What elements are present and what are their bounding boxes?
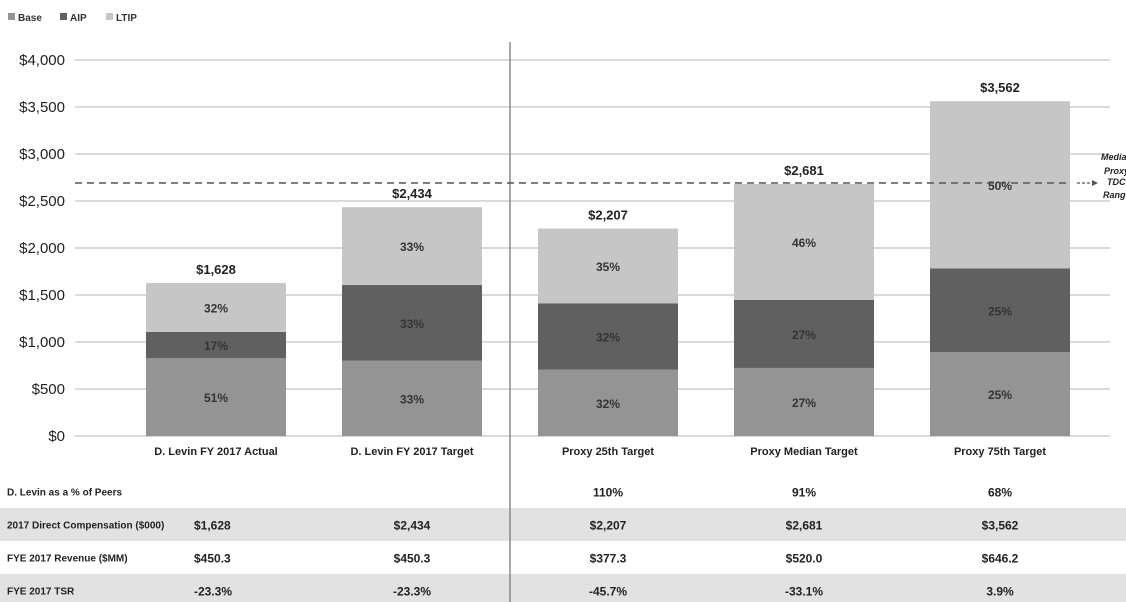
bar-total-label: $1,628 xyxy=(196,262,236,277)
table-cell: $646.2 xyxy=(982,552,1019,566)
category-label: D. Levin FY 2017 Actual xyxy=(154,446,278,458)
segment-label-ltip: 32% xyxy=(204,301,228,315)
bar-segment-ltip xyxy=(734,183,874,300)
table-row-label: FYE 2017 Revenue ($MM) xyxy=(7,554,128,565)
reference-line: Media ProxyTDC Rang xyxy=(75,152,1126,200)
segment-label-aip: 32% xyxy=(596,330,620,344)
y-tick-label: $2,500 xyxy=(19,193,65,210)
category-label: Proxy 25th Target xyxy=(562,446,654,458)
data-table: D. Levin as a % of Peers 110% 91% 68% 2017 D… xyxy=(7,486,1019,599)
bar-segment-base xyxy=(930,352,1070,436)
legend-label-base: Base xyxy=(18,13,42,24)
table-cell: 3.9% xyxy=(986,585,1014,599)
y-axis-ticks: $0 $500 $1,000 $1,500 $2,000 $2,500 $3,000 $3,5… xyxy=(19,52,65,445)
table-cell: 91% xyxy=(792,486,816,500)
segment-label-aip: 33% xyxy=(400,317,424,331)
table-cell: $3,562 xyxy=(982,519,1019,533)
segment-label-ltip: 35% xyxy=(596,260,620,274)
segment-label-base: 27% xyxy=(792,396,816,410)
table-cell: $2,681 xyxy=(786,519,823,533)
y-tick-label: $3,000 xyxy=(19,146,65,163)
table-cell: $450.3 xyxy=(394,552,431,566)
table-cell: -45.7% xyxy=(589,585,627,599)
reference-note-line: Proxy xyxy=(1104,166,1126,176)
bar-segment-aip xyxy=(538,303,678,370)
y-tick-label: $2,000 xyxy=(19,240,65,257)
category-label: Proxy Median Target xyxy=(750,446,858,458)
bar-segment-base xyxy=(734,367,874,436)
bars: 51% 17% 32% $1,628 33% 33% 33% $2,434 32% 32% 35% $… xyxy=(146,80,1070,436)
table-row-label: 2017 Direct Compensation ($000) xyxy=(7,521,164,532)
bar-segment-base xyxy=(342,360,482,436)
legend-label-ltip: LTIP xyxy=(116,13,137,24)
y-tick-label: $1,500 xyxy=(19,287,65,304)
segment-label-base: 32% xyxy=(596,397,620,411)
y-tick-label: $0 xyxy=(48,428,65,445)
legend-swatch-ltip xyxy=(106,13,113,20)
bar-segment-ltip xyxy=(146,282,286,332)
legend: Base AIP LTIP xyxy=(8,13,137,24)
table-cell: -23.3% xyxy=(393,585,431,599)
table-row-label: D. Levin as a % of Peers xyxy=(7,488,122,499)
table-row-shade xyxy=(0,508,1126,541)
legend-swatch-aip xyxy=(60,13,67,20)
table-cell: -23.3% xyxy=(194,585,232,599)
category-label: D. Levin FY 2017 Target xyxy=(350,446,473,458)
reference-arrow-head xyxy=(1092,179,1098,186)
reference-note-line: Rang xyxy=(1103,190,1126,200)
segment-label-base: 51% xyxy=(204,391,228,405)
bar-segment-ltip xyxy=(538,228,678,304)
segment-label-base: 33% xyxy=(400,392,424,406)
bar-segment-aip xyxy=(146,331,286,358)
y-tick-label: $500 xyxy=(32,381,65,398)
reference-note-line: TDC xyxy=(1107,177,1126,187)
segment-label-ltip: 50% xyxy=(988,179,1012,193)
table-cell: $450.3 xyxy=(194,552,231,566)
x-axis-categories: D. Levin FY 2017 Actual D. Levin FY 2017 … xyxy=(154,446,1046,458)
segment-label-aip: 17% xyxy=(204,339,228,353)
segment-label-ltip: 46% xyxy=(792,236,816,250)
segment-label-aip: 25% xyxy=(988,304,1012,318)
segment-label-base: 25% xyxy=(988,388,1012,402)
y-tick-label: $4,000 xyxy=(19,52,65,69)
segment-label-ltip: 33% xyxy=(400,240,424,254)
bar-total-label: $2,207 xyxy=(588,208,628,223)
y-tick-label: $1,000 xyxy=(19,334,65,351)
table-cell: $2,434 xyxy=(394,519,431,533)
bar-segment-base xyxy=(146,357,286,436)
segment-label-aip: 27% xyxy=(792,328,816,342)
table-cell: $1,628 xyxy=(194,519,231,533)
bar-total-label: $3,562 xyxy=(980,80,1020,95)
table-row-shade xyxy=(0,574,1126,602)
bar-segment-base xyxy=(538,369,678,436)
table-cell: $377.3 xyxy=(590,552,627,566)
table-cell: $2,207 xyxy=(590,519,627,533)
table-cell: $520.0 xyxy=(786,552,823,566)
table-row-label: FYE 2017 TSR xyxy=(7,587,75,598)
legend-label-aip: AIP xyxy=(70,13,87,24)
reference-note-line: Media xyxy=(1101,152,1126,162)
bar-total-label: $2,434 xyxy=(392,186,433,201)
bar-segment-aip xyxy=(342,285,482,361)
table-cell: 68% xyxy=(988,486,1012,500)
bar-segment-aip xyxy=(930,268,1070,353)
bar-segment-ltip xyxy=(342,207,482,286)
bar-segment-aip xyxy=(734,299,874,368)
legend-swatch-base xyxy=(8,13,15,20)
y-tick-label: $3,500 xyxy=(19,99,65,116)
bar-segment-ltip xyxy=(930,101,1070,269)
table-cell: 110% xyxy=(593,486,623,500)
table-cell: -33.1% xyxy=(785,585,823,599)
table-row-shading xyxy=(0,508,1126,602)
bar-total-label: $2,681 xyxy=(784,163,824,178)
category-label: Proxy 75th Target xyxy=(954,446,1046,458)
